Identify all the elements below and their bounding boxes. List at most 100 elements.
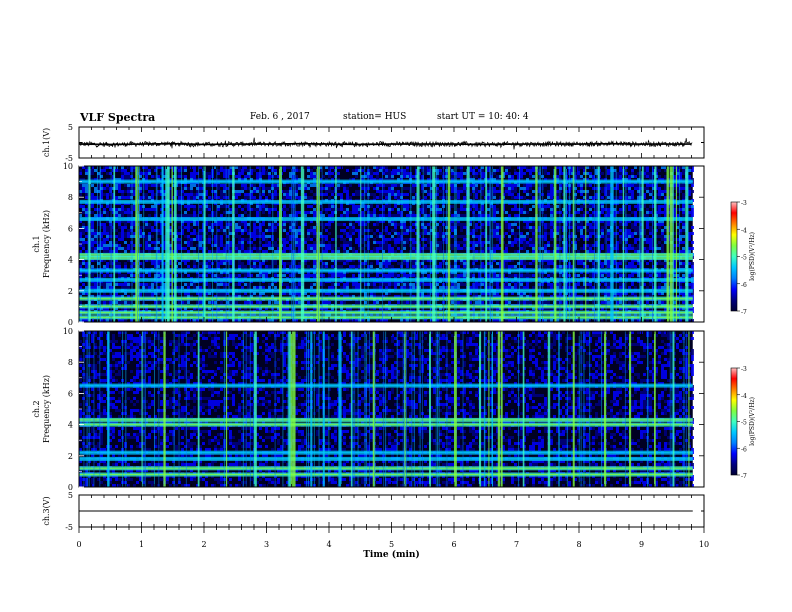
spectrogram-cell: [295, 292, 298, 295]
spectrogram-cell: [130, 241, 133, 244]
spectrogram-cell: [397, 184, 400, 187]
spectrogram-cell: [457, 208, 460, 211]
spectrogram-cell: [274, 250, 277, 253]
spectrogram-cell: [436, 178, 439, 181]
spectrogram-cell: [244, 175, 247, 178]
spectrogram-cell: [190, 241, 193, 244]
spectrogram-cell: [226, 205, 229, 208]
spectrogram-cell: [151, 241, 154, 244]
spectrogram-cell: [169, 262, 172, 265]
spectrogram-cell: [259, 196, 262, 199]
spectrogram-cell: [382, 214, 385, 217]
spectrogram-cell: [265, 274, 268, 277]
spectrogram-cell: [130, 244, 133, 247]
spectrogram-cell: [247, 205, 250, 208]
spectrogram-cell: [277, 247, 280, 250]
spectrogram-cell: [133, 295, 136, 298]
spectrogram-cell: [487, 295, 490, 298]
spectrogram-cell: [163, 190, 166, 193]
spectrogram-cell: [457, 211, 460, 214]
spectrogram-cell: [133, 205, 136, 208]
spectrogram-cell: [241, 187, 244, 190]
spectrogram-cell: [181, 214, 184, 217]
spectrogram-cell: [451, 190, 454, 193]
spectrogram-cell: [400, 211, 403, 214]
y-tick-label: 5: [68, 123, 73, 132]
spectrogram-cell: [487, 166, 490, 169]
y-tick-label: -5: [65, 154, 73, 163]
spectrogram-cell: [145, 175, 148, 178]
spectrogram-cell: [343, 262, 346, 265]
spectrogram-cell: [346, 250, 349, 253]
spectrogram-cell: [148, 250, 151, 253]
spectrogram-cell: [376, 175, 379, 178]
spectrogram-cell: [79, 190, 82, 193]
spectrogram-cell: [391, 223, 394, 226]
spectrogram-cell: [397, 166, 400, 169]
spectrogram-cell: [106, 319, 109, 322]
spectrogram-cell: [244, 307, 247, 310]
spectrogram-cell: [400, 193, 403, 196]
spectrogram-cell: [337, 295, 340, 298]
spectrogram-cell: [217, 223, 220, 226]
spectrogram-cell: [205, 274, 208, 277]
spectrogram-cell: [382, 235, 385, 238]
spectrogram-cell: [514, 265, 517, 268]
spectrogram-cell: [472, 283, 475, 286]
spectrogram-cell: [472, 229, 475, 232]
spectrogram-cell: [274, 244, 277, 247]
spectrogram-cell: [154, 184, 157, 187]
spectrogram-cell: [514, 307, 517, 310]
spectrogram-cell: [277, 184, 280, 187]
spectrogram-cell: [361, 262, 364, 265]
spectrogram-cell: [268, 190, 271, 193]
spectrogram-cell: [103, 274, 106, 277]
spectrogram-cell: [487, 190, 490, 193]
spectrogram-cell: [124, 190, 127, 193]
spectrogram-cell: [412, 283, 415, 286]
spectrogram-cell: [259, 241, 262, 244]
spectrogram-cell: [493, 247, 496, 250]
spectrogram-cell: [517, 250, 520, 253]
spectrogram-cell: [226, 187, 229, 190]
spectrogram-cell: [505, 223, 508, 226]
spectrogram-cell: [169, 166, 172, 169]
spectrogram-cell: [121, 220, 124, 223]
spectrogram-cell: [478, 244, 481, 247]
spectrogram-cell: [388, 172, 391, 175]
spectrogram-cell: [133, 226, 136, 229]
spectrogram-cell: [286, 178, 289, 181]
spectrogram-cell: [262, 235, 265, 238]
spectrogram-cell: [85, 214, 88, 217]
spectrogram-cell: [94, 169, 97, 172]
spectrogram-cell: [310, 220, 313, 223]
spectrogram-cell: [460, 166, 463, 169]
spectrogram-cell: [304, 211, 307, 214]
spectrogram-cell: [463, 244, 466, 247]
spectrogram-cell: [382, 178, 385, 181]
spectrogram-cell: [184, 211, 187, 214]
spectrogram-cell: [520, 172, 523, 175]
spectrogram-cell: [109, 166, 112, 169]
spectrogram-cell: [223, 196, 226, 199]
spectrogram-cell: [217, 169, 220, 172]
spectrogram-cell: [190, 214, 193, 217]
spectrogram-cell: [307, 175, 310, 178]
spectrogram-cell: [94, 238, 97, 241]
spectrogram-cell: [238, 205, 241, 208]
spectrogram-cell: [196, 178, 199, 181]
spectrogram-cell: [475, 193, 478, 196]
spectrogram-cell: [496, 244, 499, 247]
spectrogram-cell: [82, 259, 85, 262]
spectrogram-cell: [388, 205, 391, 208]
spectrogram-cell: [319, 259, 322, 262]
spectrogram-cell: [376, 166, 379, 169]
spectrogram-cell: [358, 193, 361, 196]
spectrogram-cell: [406, 229, 409, 232]
spectrogram-cell: [379, 286, 382, 289]
spectrogram-cell: [427, 184, 430, 187]
spectrogram-cell: [268, 166, 271, 169]
spectrogram-cell: [391, 229, 394, 232]
spectrogram-cell: [385, 175, 388, 178]
spectrogram-cell: [283, 214, 286, 217]
